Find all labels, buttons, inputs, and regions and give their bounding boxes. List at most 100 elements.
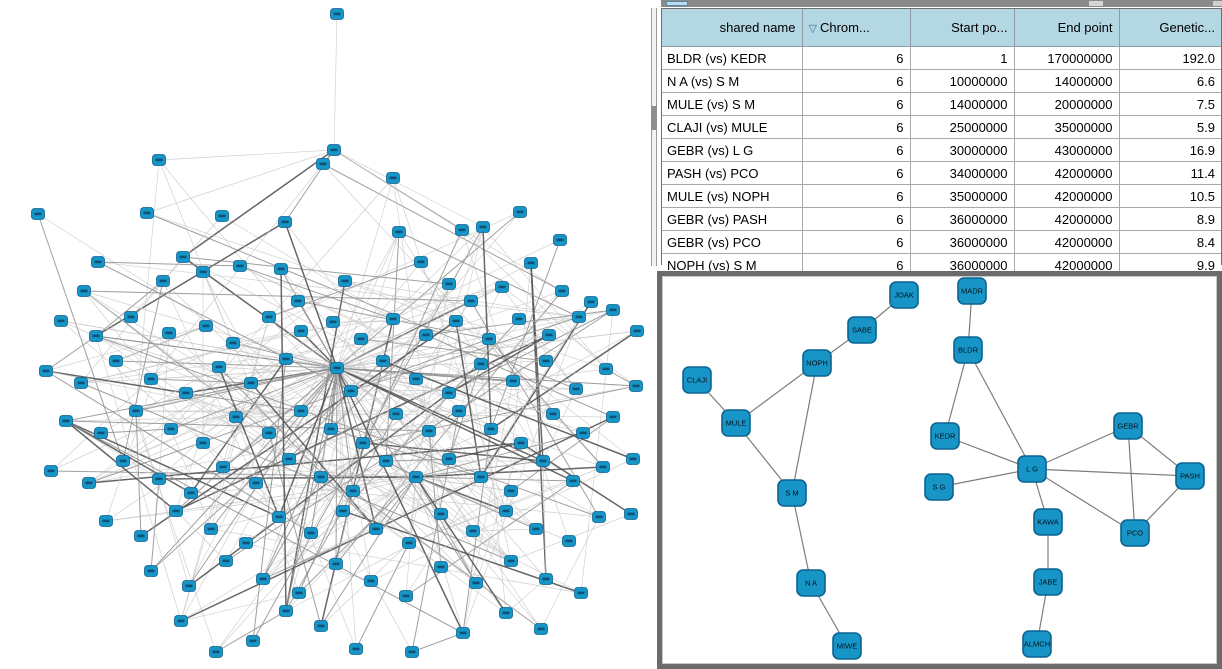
network-edge[interactable] <box>791 362 818 494</box>
node-shape[interactable] <box>924 473 954 501</box>
value-cell[interactable]: 6 <box>801 207 911 231</box>
edge-name-cell[interactable]: BLDR (vs) KEDR <box>662 46 803 70</box>
network-edge[interactable] <box>791 492 812 584</box>
network-node[interactable]: PASH <box>1175 462 1205 490</box>
network-node[interactable]: PCO <box>1120 519 1150 547</box>
table-row[interactable]: CLAJI (vs) MULE 6 25000000 35000000 5.9 <box>662 115 1221 139</box>
node-shape[interactable] <box>721 409 751 437</box>
network-node[interactable]: ALMCH <box>1022 630 1052 658</box>
value-cell[interactable]: 34000000 <box>909 161 1015 185</box>
network-edge[interactable] <box>1031 425 1129 470</box>
network-node[interactable]: MIWE <box>832 632 862 660</box>
value-cell[interactable]: 30000000 <box>909 138 1015 162</box>
network-node[interactable]: S M <box>777 479 807 507</box>
table-row[interactable]: GEBR (vs) L G 6 30000000 43000000 16.9 <box>662 138 1221 162</box>
edge-name-cell[interactable]: NOPH (vs) S M <box>662 253 803 276</box>
network-edge[interactable] <box>967 349 1033 470</box>
value-cell[interactable]: 9.9 <box>1118 253 1221 276</box>
node-shape[interactable] <box>953 336 983 364</box>
network-edge[interactable] <box>944 349 969 437</box>
column-header-end-point[interactable]: End point <box>1013 9 1120 47</box>
value-cell[interactable]: 42000000 <box>1013 230 1120 254</box>
panel-divider[interactable] <box>651 8 657 266</box>
network-node[interactable]: SABE <box>847 316 877 344</box>
node-shape[interactable] <box>1033 568 1063 596</box>
value-cell[interactable]: 6 <box>801 46 911 70</box>
value-cell[interactable]: 42000000 <box>1013 207 1120 231</box>
value-cell[interactable]: 35000000 <box>1013 115 1120 139</box>
node-shape[interactable] <box>777 479 807 507</box>
value-cell[interactable]: 6 <box>801 92 911 116</box>
node-shape[interactable] <box>1033 508 1063 536</box>
value-cell[interactable]: 42000000 <box>1013 161 1120 185</box>
value-cell[interactable]: 8.4 <box>1118 230 1221 254</box>
table-row[interactable]: NOPH (vs) S M 6 36000000 42000000 9.9 <box>662 253 1221 276</box>
value-cell[interactable]: 20000000 <box>1013 92 1120 116</box>
value-cell[interactable]: 14000000 <box>1013 69 1120 93</box>
network-node[interactable]: MADR <box>957 277 987 305</box>
table-h-scrollbar[interactable] <box>661 0 1222 7</box>
value-cell[interactable]: 192.0 <box>1118 46 1221 70</box>
network-node[interactable]: JABE <box>1033 568 1063 596</box>
value-cell[interactable]: 6 <box>801 138 911 162</box>
network-node[interactable]: CLAJI <box>682 366 712 394</box>
node-shape[interactable] <box>1113 412 1143 440</box>
value-cell[interactable]: 6 <box>801 230 911 254</box>
h-scrollbar-segment[interactable] <box>1089 1 1103 6</box>
table-row[interactable]: GEBR (vs) PCO 6 36000000 42000000 8.4 <box>662 230 1221 254</box>
value-cell[interactable]: 5.9 <box>1118 115 1221 139</box>
value-cell[interactable]: 42000000 <box>1013 253 1120 276</box>
edge-name-cell[interactable]: PASH (vs) PCO <box>662 161 803 185</box>
value-cell[interactable]: 6.6 <box>1118 69 1221 93</box>
table-row[interactable]: N A (vs) S M 6 10000000 14000000 6.6 <box>662 69 1221 93</box>
table-row[interactable]: MULE (vs) NOPH 6 35000000 42000000 10.5 <box>662 184 1221 208</box>
value-cell[interactable]: 6 <box>801 161 911 185</box>
value-cell[interactable]: 36000000 <box>909 230 1015 254</box>
table-row[interactable]: GEBR (vs) PASH 6 36000000 42000000 8.9 <box>662 207 1221 231</box>
node-shape[interactable] <box>1017 455 1047 483</box>
node-shape[interactable] <box>1175 462 1205 490</box>
node-shape[interactable] <box>682 366 712 394</box>
value-cell[interactable]: 36000000 <box>909 253 1015 276</box>
edge-name-cell[interactable]: MULE (vs) S M <box>662 92 803 116</box>
network-edge[interactable] <box>1031 468 1136 534</box>
node-shape[interactable] <box>796 569 826 597</box>
value-cell[interactable]: 35000000 <box>909 184 1015 208</box>
network-node[interactable]: BLDR <box>953 336 983 364</box>
column-header-start-point[interactable]: Start po... <box>909 9 1015 47</box>
value-cell[interactable]: 42000000 <box>1013 184 1120 208</box>
node-shape[interactable] <box>889 281 919 309</box>
edge-name-cell[interactable]: N A (vs) S M <box>662 69 803 93</box>
small-network-canvas[interactable]: JOAK MADR SABE NOPH BLDR CLAJI MULE KEDR GEBR L G… <box>662 276 1217 664</box>
edge-name-cell[interactable]: GEBR (vs) PCO <box>662 230 803 254</box>
edge-name-cell[interactable]: MULE (vs) NOPH <box>662 184 803 208</box>
network-node[interactable]: GEBR <box>1113 412 1143 440</box>
value-cell[interactable]: 14000000 <box>909 92 1015 116</box>
value-cell[interactable]: 6 <box>801 253 911 276</box>
node-shape[interactable] <box>957 277 987 305</box>
network-node[interactable]: JOAK <box>889 281 919 309</box>
value-cell[interactable]: 11.4 <box>1118 161 1221 185</box>
h-scrollbar-thumb[interactable] <box>666 1 688 6</box>
value-cell[interactable]: 6 <box>801 115 911 139</box>
node-shape[interactable] <box>847 316 877 344</box>
network-node[interactable]: L G <box>1017 455 1047 483</box>
node-shape[interactable] <box>802 349 832 377</box>
node-shape[interactable] <box>832 632 862 660</box>
table-row[interactable]: MULE (vs) S M 6 14000000 20000000 7.5 <box>662 92 1221 116</box>
edge-name-cell[interactable]: GEBR (vs) L G <box>662 138 803 162</box>
network-node[interactable]: KAWA <box>1033 508 1063 536</box>
network-node[interactable]: S G <box>924 473 954 501</box>
value-cell[interactable]: 36000000 <box>909 207 1015 231</box>
table-row[interactable]: PASH (vs) PCO 6 34000000 42000000 11.4 <box>662 161 1221 185</box>
column-header-genetic[interactable]: Genetic... <box>1118 9 1221 47</box>
value-cell[interactable]: 1 <box>909 46 1015 70</box>
table-row[interactable]: BLDR (vs) KEDR 6 1 170000000 192.0 <box>662 46 1221 70</box>
network-node[interactable]: NOPH <box>802 349 832 377</box>
value-cell[interactable]: 10000000 <box>909 69 1015 93</box>
table-v-scrollbar-thumb[interactable] <box>651 106 657 130</box>
value-cell[interactable]: 43000000 <box>1013 138 1120 162</box>
value-cell[interactable]: 170000000 <box>1013 46 1120 70</box>
network-edge[interactable] <box>1127 425 1136 534</box>
h-scrollbar-endcap[interactable] <box>1213 1 1222 6</box>
